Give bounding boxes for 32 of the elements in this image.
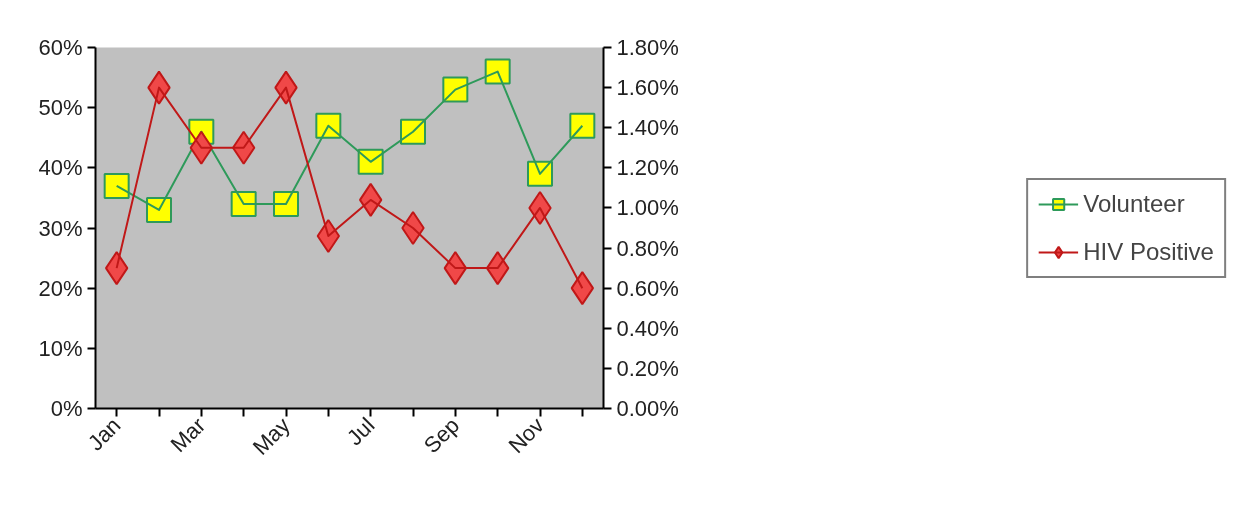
point: [527, 160, 553, 187]
y2-tick-label: 0.40%: [616, 315, 679, 341]
y-tick-label: 10%: [38, 335, 83, 361]
y-tick-label: 60%: [38, 35, 83, 60]
x-tick-label: Sep: [418, 412, 465, 459]
point: [569, 112, 596, 139]
point: [146, 196, 172, 223]
y2-tick-label: 0.60%: [616, 275, 679, 301]
y2-tick-label: 0.80%: [616, 235, 679, 261]
y-tick-label: 40%: [38, 155, 83, 181]
y-tick-label: 0%: [50, 396, 83, 421]
x-tick-label: Mar: [165, 412, 211, 458]
y2-tick-label: 0.20%: [616, 355, 679, 381]
y2-tick-label: 1.20%: [616, 155, 679, 181]
y2-tick-label: 1.40%: [616, 115, 679, 141]
y2-tick-label: 1.00%: [616, 195, 679, 221]
y2-tick-label: 1.60%: [616, 75, 679, 101]
point: [103, 172, 130, 199]
y-tick-label: 30%: [38, 215, 83, 241]
y-tick-label: 20%: [38, 275, 83, 301]
y2-tick-label: 0.00%: [616, 396, 679, 421]
point: [230, 190, 257, 217]
x-tick-label: May: [247, 412, 295, 460]
x-tick-label: Jan: [82, 412, 126, 456]
y-tick-label: 50%: [38, 95, 83, 121]
y2-tick-label: 1.80%: [616, 35, 679, 60]
legend-label: Volunteer: [1083, 189, 1185, 218]
legend-label: HIV Positive: [1083, 237, 1214, 266]
x-tick-label: Jul: [341, 412, 380, 451]
x-tick-label: Nov: [503, 412, 549, 458]
point: [484, 58, 511, 85]
point: [273, 190, 299, 217]
